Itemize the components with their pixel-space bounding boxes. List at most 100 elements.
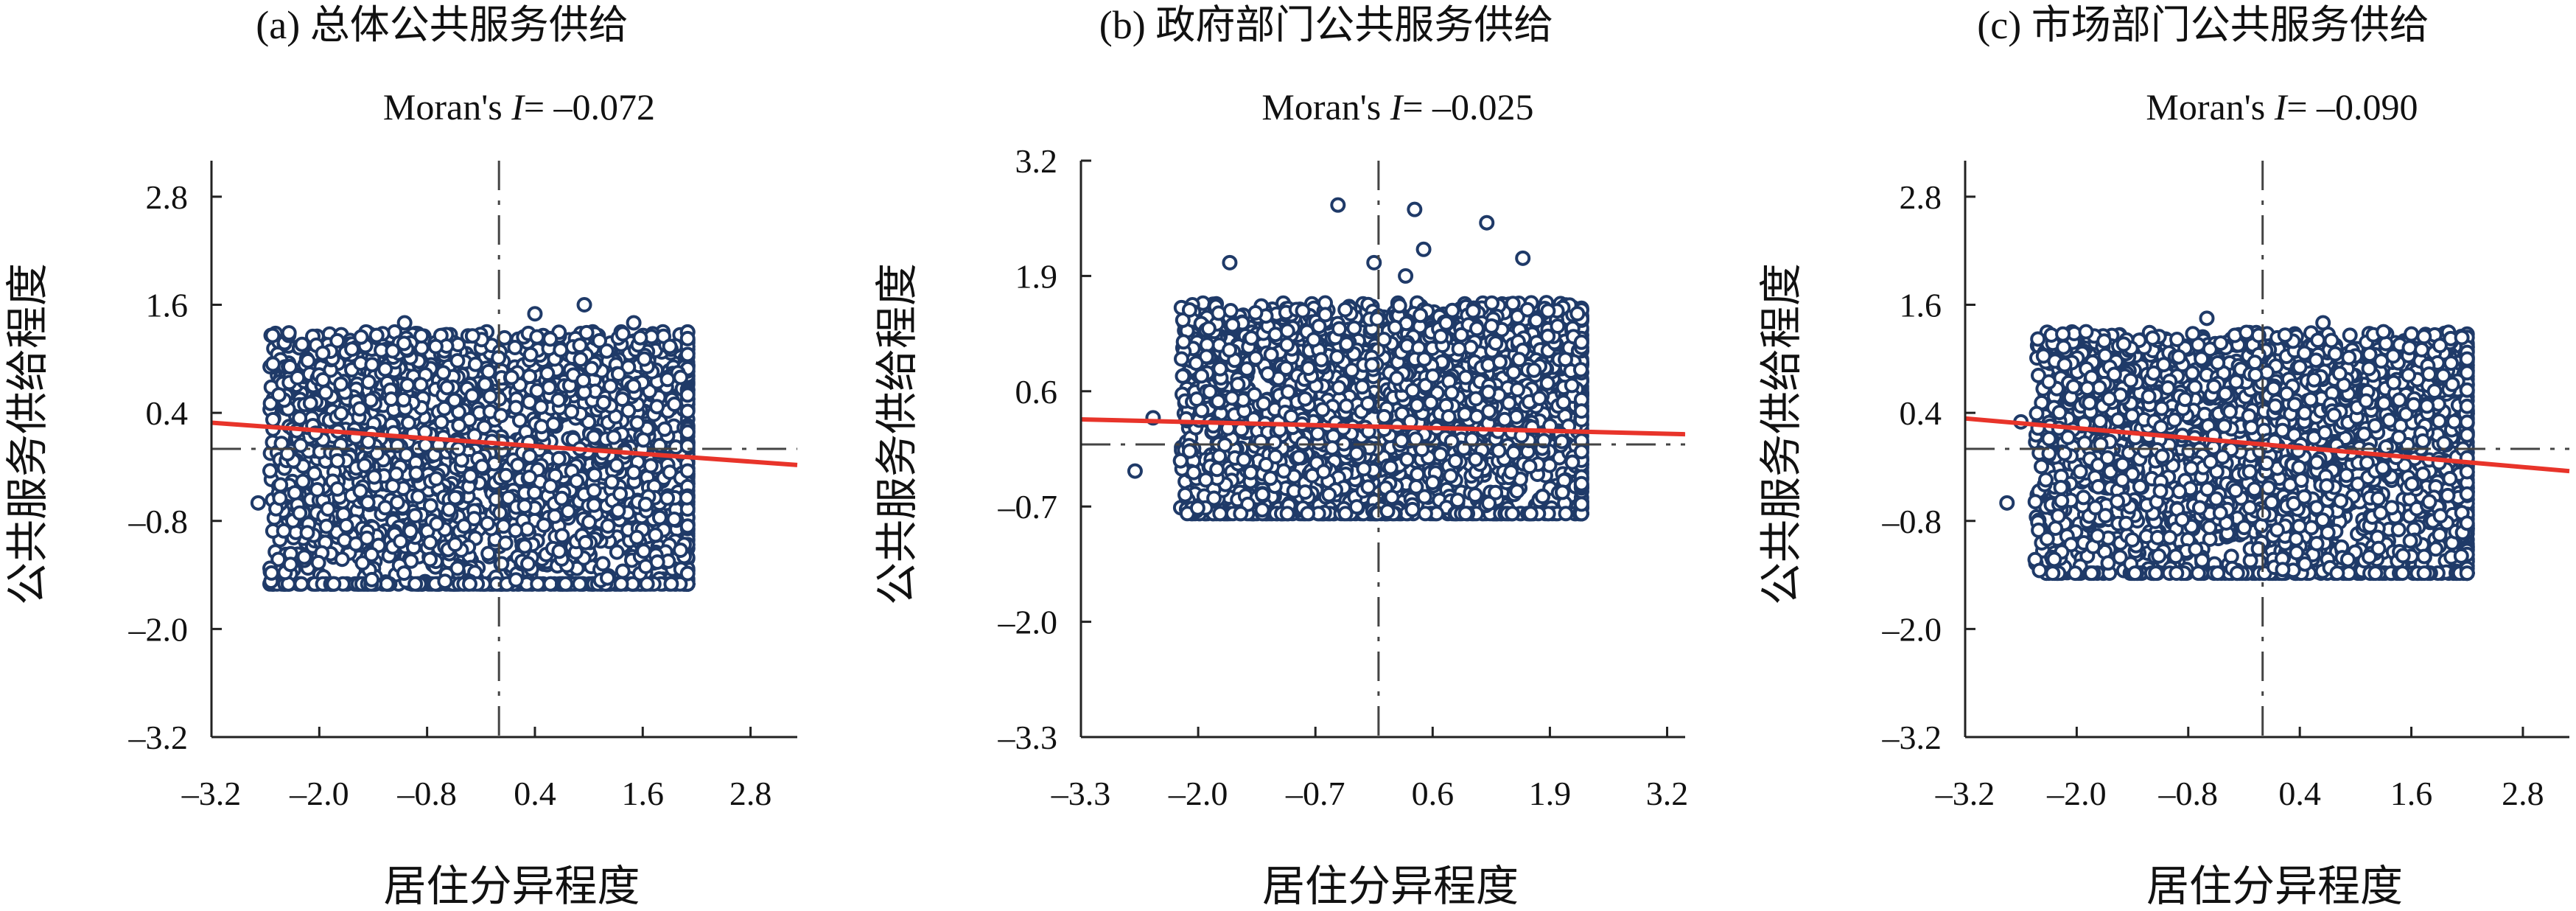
morans-i-prefix: Moran's	[1261, 86, 1390, 128]
data-point	[480, 363, 497, 380]
data-point	[1555, 394, 1572, 411]
data-point	[592, 332, 607, 349]
y-tick-label: 3.2	[1015, 142, 1058, 180]
data-point	[606, 429, 622, 445]
data-point	[429, 516, 445, 532]
data-point	[554, 528, 570, 544]
scatter-points	[1999, 310, 2475, 582]
data-point	[542, 331, 559, 347]
data-point	[1522, 506, 1539, 522]
data-point	[1558, 352, 1573, 368]
data-point	[610, 366, 626, 382]
data-point	[1522, 458, 1538, 475]
data-point	[679, 346, 696, 363]
data-point	[587, 467, 603, 483]
data-point	[651, 509, 668, 526]
data-point	[1247, 350, 1264, 366]
data-point	[575, 372, 592, 388]
data-point	[1554, 484, 1570, 500]
data-point	[1416, 489, 1432, 505]
data-point	[1413, 307, 1429, 324]
data-point	[609, 457, 625, 473]
data-point	[357, 457, 373, 473]
data-point	[329, 481, 346, 497]
data-point	[488, 491, 504, 507]
data-point	[1491, 443, 1507, 458]
data-point	[393, 534, 409, 549]
data-point	[413, 328, 430, 344]
x-tick-label: –0.8	[396, 775, 457, 812]
data-point	[1346, 320, 1362, 336]
data-point	[1423, 394, 1439, 411]
outlier-point	[293, 576, 309, 592]
data-point	[1253, 433, 1269, 450]
data-point	[449, 560, 466, 576]
data-point	[560, 503, 576, 520]
data-point	[1449, 492, 1466, 509]
data-point	[1211, 305, 1227, 321]
data-point	[360, 374, 377, 390]
data-point	[1198, 472, 1214, 488]
data-point	[1425, 368, 1441, 384]
data-point	[352, 483, 368, 499]
data-point	[368, 327, 385, 343]
data-point	[377, 361, 393, 377]
y-tick-label: –0.7	[998, 488, 1058, 526]
x-tick-label: 1.9	[1529, 775, 1572, 812]
data-point	[1175, 334, 1191, 350]
data-point	[673, 542, 688, 558]
data-point	[1206, 490, 1222, 506]
data-point	[1453, 327, 1469, 343]
data-point	[299, 525, 315, 541]
data-point	[466, 511, 482, 527]
y-tick-label: –2.0	[128, 610, 189, 648]
data-point	[462, 576, 477, 592]
data-point	[1210, 394, 1226, 409]
data-point	[462, 468, 478, 484]
data-point	[1447, 453, 1463, 469]
data-point	[295, 473, 311, 489]
data-point	[364, 571, 380, 587]
data-point	[503, 369, 519, 385]
data-point	[1389, 370, 1405, 386]
x-axis-title: 居住分异程度	[383, 862, 640, 910]
x-tick-label: –0.7	[1285, 775, 1345, 812]
data-point	[603, 474, 620, 490]
data-point	[550, 450, 567, 467]
data-point	[494, 556, 510, 572]
data-point	[273, 477, 289, 493]
y-axis-title: 公共服务供给程度	[4, 263, 52, 605]
data-point	[383, 391, 399, 407]
outlier-point	[250, 495, 266, 511]
data-point	[1243, 330, 1259, 346]
data-point	[497, 535, 514, 551]
data-point	[1172, 453, 1189, 469]
data-point	[480, 545, 497, 562]
data-point	[679, 518, 696, 534]
x-tick-label: –2.0	[1168, 775, 1228, 812]
data-point	[477, 376, 493, 392]
data-point	[637, 496, 654, 512]
data-point	[679, 424, 696, 440]
data-point	[482, 388, 498, 405]
data-point	[1399, 452, 1415, 467]
data-point	[1280, 384, 1296, 400]
outlier-point	[1407, 201, 1423, 217]
data-point	[542, 576, 559, 592]
data-point	[1175, 368, 1191, 384]
outlier-point	[1222, 254, 1238, 270]
data-point	[272, 490, 288, 506]
data-point	[1481, 495, 1497, 512]
data-point	[542, 478, 559, 494]
data-point	[1254, 502, 1270, 518]
y-tick-label: 0.4	[146, 394, 189, 432]
data-point	[572, 576, 588, 592]
data-point	[1569, 306, 1586, 322]
data-point	[1301, 360, 1317, 376]
data-point	[310, 554, 326, 570]
data-point	[1364, 357, 1380, 373]
data-point	[1256, 396, 1272, 411]
data-point	[290, 370, 306, 385]
